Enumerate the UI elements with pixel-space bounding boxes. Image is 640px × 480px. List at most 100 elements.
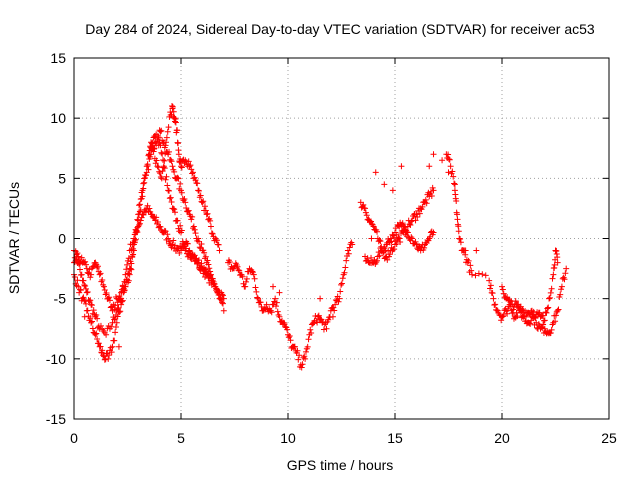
data-point-track-E (296, 352, 303, 359)
data-point-track-D (162, 150, 169, 157)
data-point-track-A (166, 238, 173, 245)
data-point-track-C (178, 227, 185, 234)
data-point-track-B (84, 307, 91, 314)
data-point-track-F (391, 246, 398, 253)
data-point-track-E (344, 247, 351, 254)
data-point-track-A (125, 255, 132, 262)
data-point-track-H (552, 312, 559, 319)
data-point-track-H (554, 307, 561, 314)
data-point-track-D (185, 158, 192, 165)
data-point-track-H (527, 320, 534, 327)
data-point-track-E (239, 273, 246, 280)
data-point-track-B (213, 286, 220, 293)
data-point-track-B (202, 253, 209, 260)
data-point-track-B (181, 196, 188, 203)
data-point-track-D (200, 198, 207, 205)
data-point-track-D (175, 140, 182, 147)
data-point-track-E (287, 337, 294, 344)
data-point-track-D (164, 128, 171, 135)
data-point-track-B (196, 244, 203, 251)
data-point-track-D (195, 187, 202, 194)
data-point-track-A (78, 271, 85, 278)
data-point-track-C (129, 254, 136, 261)
data-point-track-B (108, 349, 115, 356)
data-point-track-H (540, 321, 547, 328)
data-point-track-B (82, 300, 89, 307)
data-point-scatter (430, 151, 437, 158)
data-point-track-D (159, 168, 166, 175)
data-point-track-B (178, 189, 185, 196)
data-point-track-A (80, 277, 87, 284)
data-point-track-E (272, 295, 279, 302)
data-point-track-I (545, 304, 552, 311)
data-point-track-H (455, 228, 462, 235)
data-point-track-B (116, 309, 123, 316)
data-point-track-H (445, 156, 452, 163)
data-point-track-D (186, 163, 193, 170)
data-point-track-I (540, 312, 547, 319)
data-point-track-C (149, 139, 156, 146)
data-point-track-F (360, 201, 367, 208)
data-point-track-C (186, 247, 193, 254)
data-point-track-E (345, 250, 352, 257)
data-point-track-A (82, 283, 89, 290)
data-point-track-C (158, 149, 165, 156)
data-point-track-C (201, 266, 208, 273)
y-tick-label: -10 (46, 351, 66, 367)
data-point-track-D (204, 210, 211, 217)
data-point-track-C (185, 248, 192, 255)
data-point-track-F (377, 238, 384, 245)
data-point-track-B (177, 180, 184, 187)
data-point-track-H (539, 324, 546, 331)
y-tick-label: -5 (54, 291, 67, 307)
data-point-track-B (113, 319, 120, 326)
data-point-track-C (196, 266, 203, 273)
data-point-track-D (163, 134, 170, 141)
data-point-track-H (533, 319, 540, 326)
data-point-track-F (414, 213, 421, 220)
data-point-track-A (94, 315, 101, 322)
data-point-track-E (298, 364, 305, 371)
data-point-track-H (457, 236, 464, 243)
data-point-track-I (546, 295, 553, 302)
data-point-track-B (71, 274, 78, 281)
data-point-track-B (215, 291, 222, 298)
data-point-track-E (253, 288, 260, 295)
data-point-track-I (517, 303, 524, 310)
data-point-track-B (80, 294, 87, 301)
data-point-track-E (299, 361, 306, 368)
data-point-track-F (430, 187, 437, 194)
data-point-track-H (561, 276, 568, 283)
data-point-scatter (411, 211, 418, 218)
data-point-track-H (557, 291, 564, 298)
data-point-track-C (132, 236, 139, 243)
data-point-track-H (465, 257, 472, 264)
data-point-track-E (255, 295, 262, 302)
data-point-track-B (118, 298, 125, 305)
data-point-track-F (393, 240, 400, 247)
data-point-track-D (163, 139, 170, 146)
data-point-track-F (397, 238, 404, 245)
data-point-track-B (155, 134, 162, 141)
data-point-track-E (301, 353, 308, 360)
data-point-track-C (154, 138, 161, 145)
data-point-track-C (139, 187, 146, 194)
data-point-track-E (286, 333, 293, 340)
data-point-track-G (375, 249, 382, 256)
data-point-track-H (453, 198, 460, 205)
data-point-track-A (174, 246, 181, 253)
data-point-track-B (188, 216, 195, 223)
data-point-track-D (207, 223, 214, 230)
data-point-track-I (543, 309, 550, 316)
data-point-track-E (242, 283, 249, 290)
data-point-track-B (137, 207, 144, 214)
data-point-track-B (191, 226, 198, 233)
data-point-track-G (421, 244, 428, 251)
data-point-track-C (103, 289, 110, 296)
data-point-track-E (338, 281, 345, 288)
data-point-track-H (489, 290, 496, 297)
data-point-track-H (500, 312, 507, 319)
data-point-track-C (171, 206, 178, 213)
chart-title: Day 284 of 2024, Sidereal Day-to-day VTE… (85, 21, 595, 37)
data-point-track-G (376, 252, 383, 259)
